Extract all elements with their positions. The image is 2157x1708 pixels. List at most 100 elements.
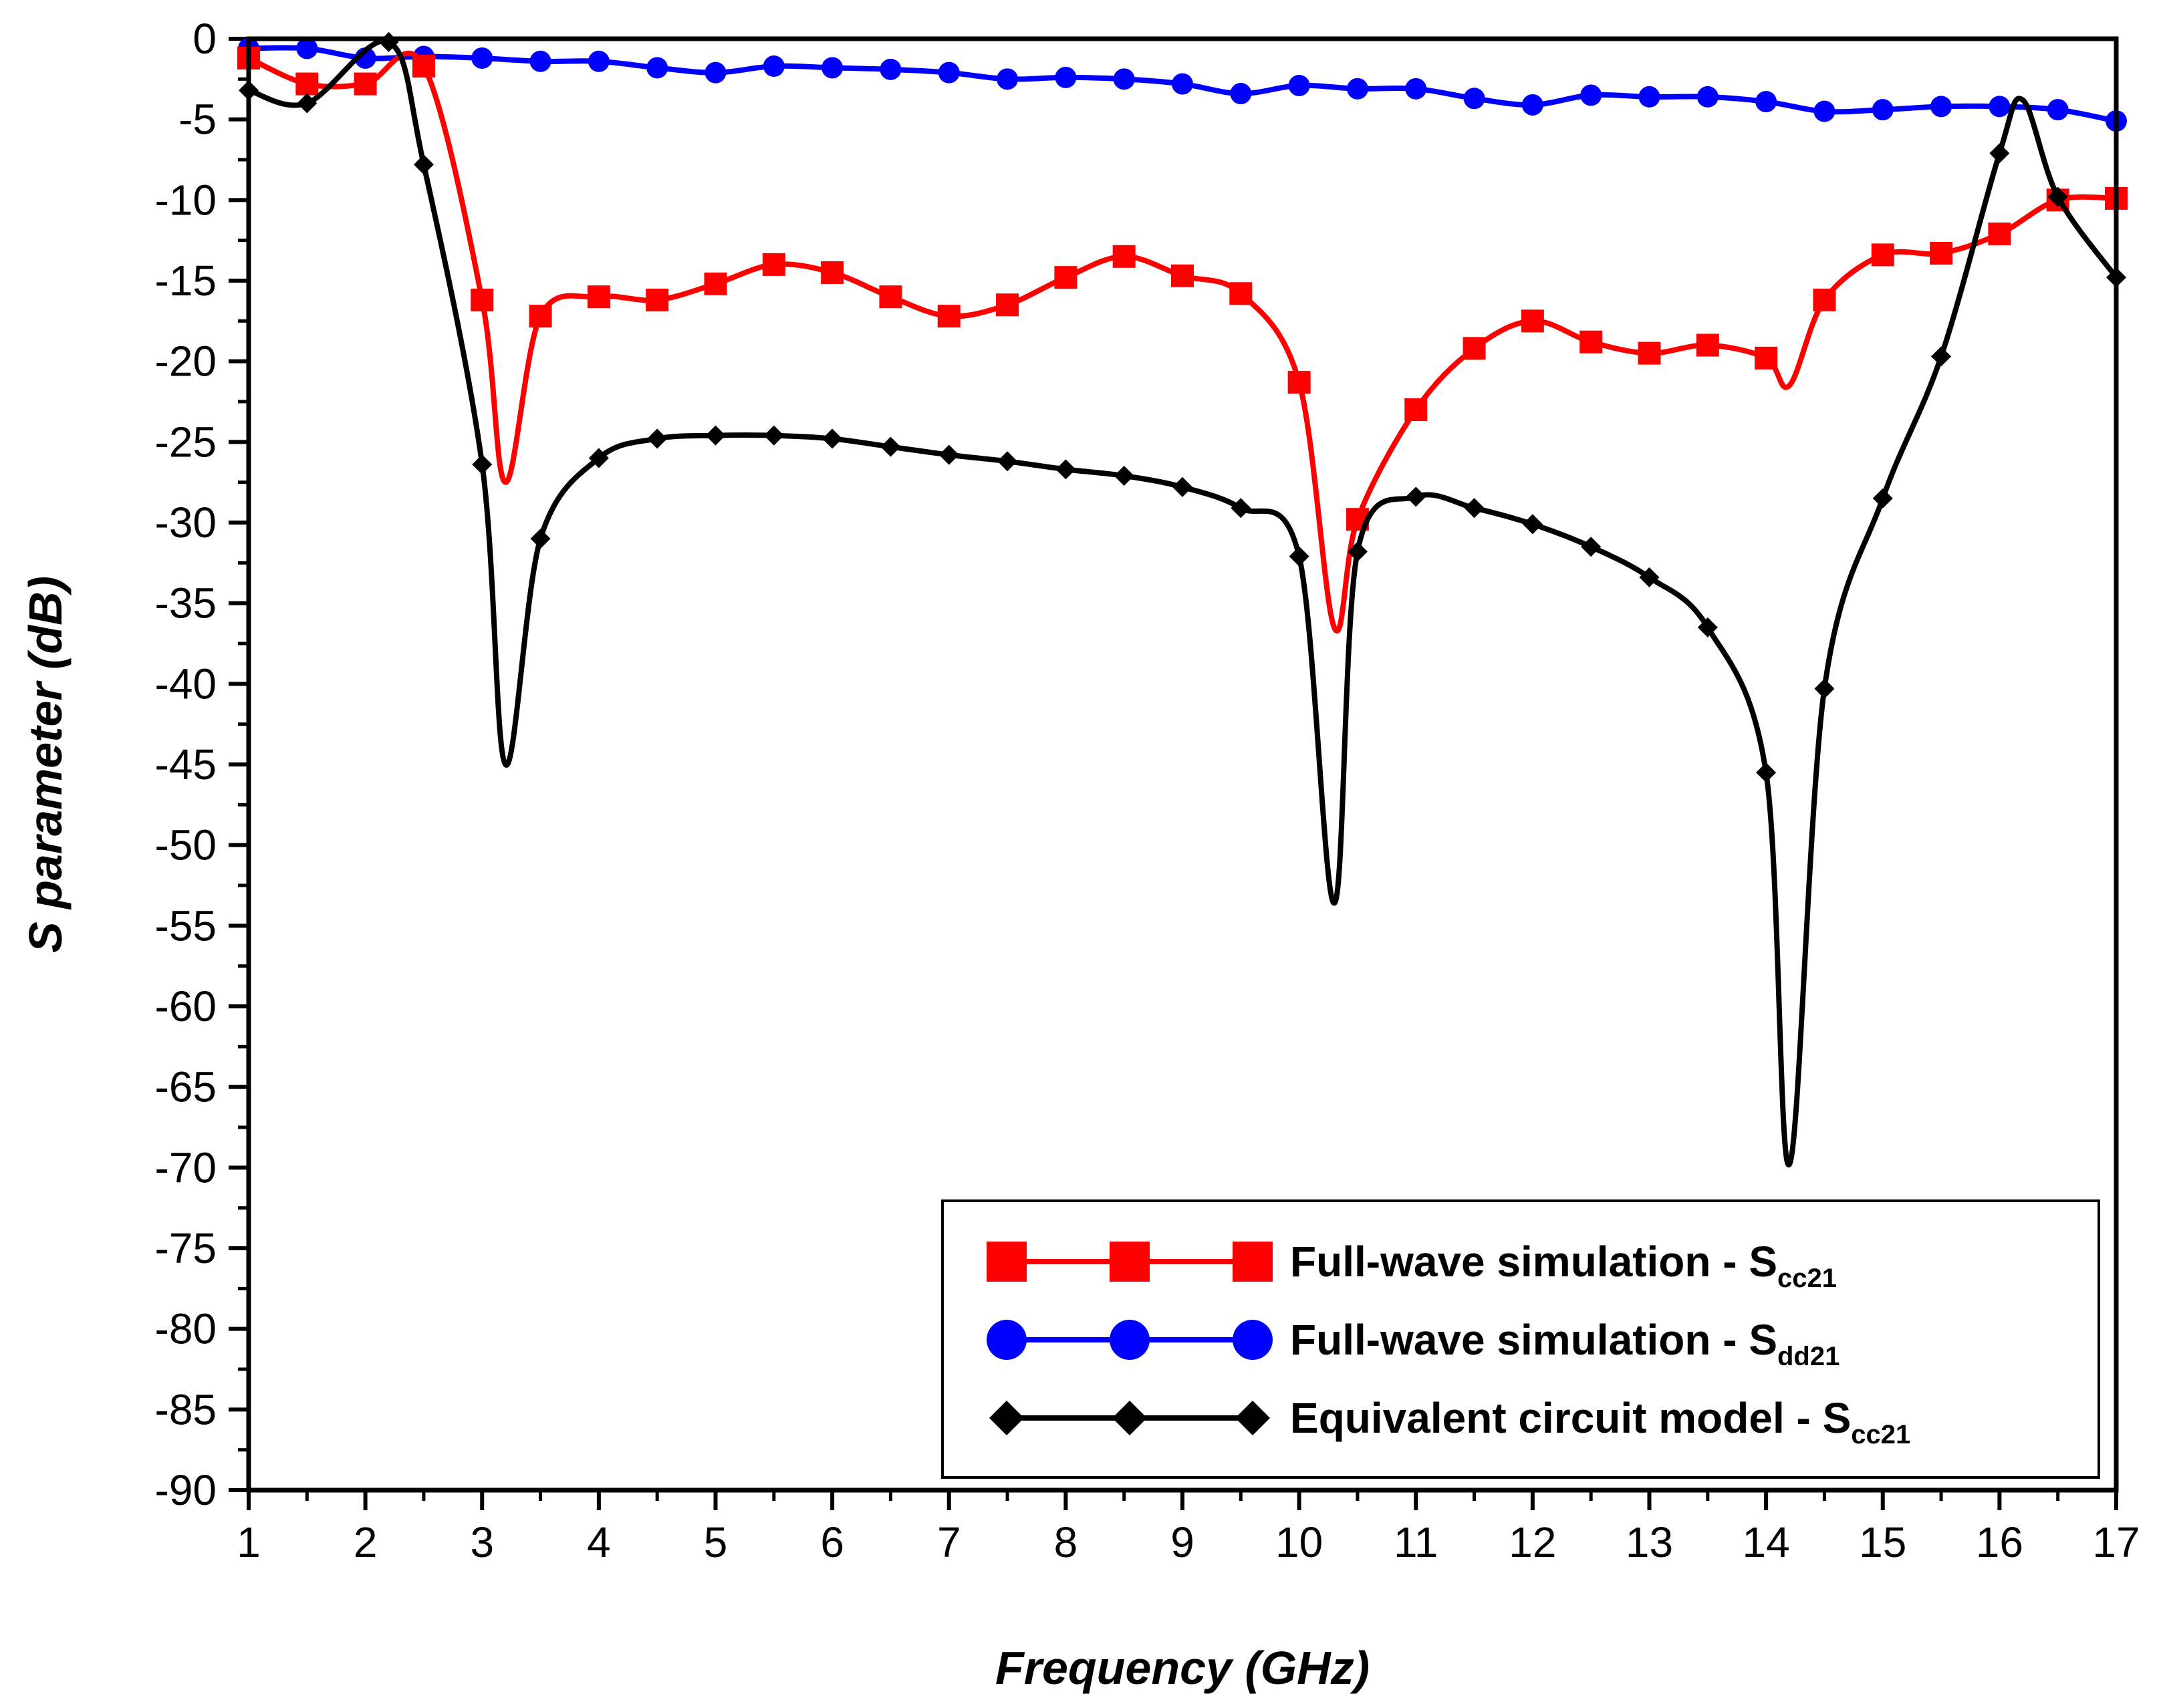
data-point: [1580, 84, 1602, 106]
data-point: [1464, 498, 1485, 519]
data-point: [1872, 99, 1894, 121]
data-point: [821, 261, 844, 284]
x-tick-label: 4: [587, 1518, 611, 1566]
y-tick-label: -15: [155, 257, 217, 305]
x-tick-label: 11: [1394, 1518, 1438, 1566]
series-layer: [237, 31, 2128, 1167]
data-point: [879, 285, 902, 309]
legend-marker: [1110, 1242, 1150, 1282]
legend-marker: [1110, 1320, 1150, 1360]
data-point: [880, 436, 901, 457]
data-point: [1638, 341, 1661, 365]
data-point: [1288, 74, 1310, 96]
x-tick-label: 9: [1170, 1518, 1194, 1566]
y-tick-label: -55: [155, 901, 217, 950]
data-point: [763, 425, 784, 446]
x-tick-label: 17: [2092, 1518, 2140, 1566]
data-point: [295, 72, 319, 96]
data-point: [1521, 94, 1543, 116]
data-point: [704, 272, 727, 295]
data-point: [1871, 243, 1894, 267]
legend-entry: Equivalent circuit model - Scc21: [989, 1394, 1910, 1449]
data-point: [1697, 617, 1718, 637]
y-tick-label: -85: [155, 1385, 217, 1433]
data-point: [1231, 498, 1251, 519]
data-point: [2047, 186, 2068, 207]
data-point: [880, 58, 902, 80]
data-point: [1522, 514, 1543, 535]
x-tick-label: 16: [1976, 1518, 2023, 1566]
legend-marker: [987, 1242, 1027, 1282]
y-tick-label: -20: [155, 337, 217, 386]
x-tick-label: 3: [470, 1518, 494, 1566]
plot-frame: [246, 36, 2119, 1493]
legend-label: Full-wave simulation - Scc21: [1290, 1238, 1837, 1293]
data-point: [938, 444, 959, 465]
data-point: [762, 253, 785, 276]
data-point: [1287, 371, 1311, 394]
x-tick-label: 2: [354, 1518, 378, 1566]
data-point: [1406, 486, 1426, 507]
x-tick-label: 12: [1509, 1518, 1556, 1566]
data-point: [530, 529, 551, 549]
x-tick-label: 7: [937, 1518, 961, 1566]
y-tick-label: -75: [155, 1224, 217, 1272]
y-tick-label: -10: [155, 176, 217, 224]
data-point: [1463, 337, 1486, 360]
x-tick-label: 10: [1275, 1518, 1323, 1566]
data-point: [1814, 678, 1835, 699]
data-point: [822, 428, 843, 449]
data-point: [1405, 78, 1427, 100]
data-point: [1931, 346, 1952, 367]
x-tick-label: 6: [820, 1518, 844, 1566]
data-point: [1114, 466, 1134, 486]
data-point: [1579, 330, 1603, 353]
legend-label-subscript: cc21: [1851, 1420, 1910, 1449]
data-point: [997, 451, 1018, 472]
data-point: [763, 55, 785, 78]
data-point: [1230, 83, 1252, 105]
y-tick-label: -80: [155, 1305, 217, 1353]
y-tick-label: -35: [155, 579, 217, 627]
data-point: [1346, 78, 1368, 100]
data-point: [821, 57, 844, 79]
y-tick-label: -45: [155, 740, 217, 789]
data-point: [1989, 96, 2011, 118]
data-point: [1755, 346, 1778, 370]
x-tick-label: 5: [704, 1518, 728, 1566]
data-point: [705, 425, 726, 446]
y-tick-label: -25: [155, 418, 217, 466]
legend-entries: Full-wave simulation - Scc21 Full-wave si…: [987, 1238, 1910, 1449]
legend-marker: [1233, 1242, 1273, 1282]
data-point: [1112, 245, 1136, 268]
data-point: [1581, 537, 1602, 557]
data-point: [588, 448, 609, 468]
legend-marker: [1235, 1401, 1270, 1435]
legend-label-subscript: dd21: [1777, 1342, 1839, 1371]
data-point: [412, 55, 435, 78]
legend-marker: [989, 1401, 1024, 1435]
data-point: [1289, 546, 1309, 567]
data-point: [1989, 143, 2010, 164]
data-point: [1521, 309, 1544, 333]
legend-marker: [1233, 1320, 1273, 1360]
y-tick-label: -50: [155, 821, 217, 869]
data-point: [529, 305, 552, 328]
data-point: [1347, 541, 1368, 562]
data-point: [1054, 266, 1077, 289]
data-point: [647, 428, 668, 449]
data-point: [587, 285, 610, 309]
data-point: [1696, 86, 1719, 108]
data-point: [996, 293, 1019, 317]
data-point: [1055, 66, 1077, 88]
data-point: [938, 61, 960, 84]
x-tick-label: 13: [1626, 1518, 1673, 1566]
data-point: [471, 47, 493, 69]
data-point: [1113, 68, 1135, 90]
y-tick-label: -60: [155, 982, 217, 1030]
legend-label: Full-wave simulation - Sdd21: [1290, 1316, 1839, 1371]
data-point: [1930, 241, 1953, 265]
x-axis-title: Frequency (GHz): [995, 1642, 1370, 1694]
data-point: [1638, 86, 1660, 108]
